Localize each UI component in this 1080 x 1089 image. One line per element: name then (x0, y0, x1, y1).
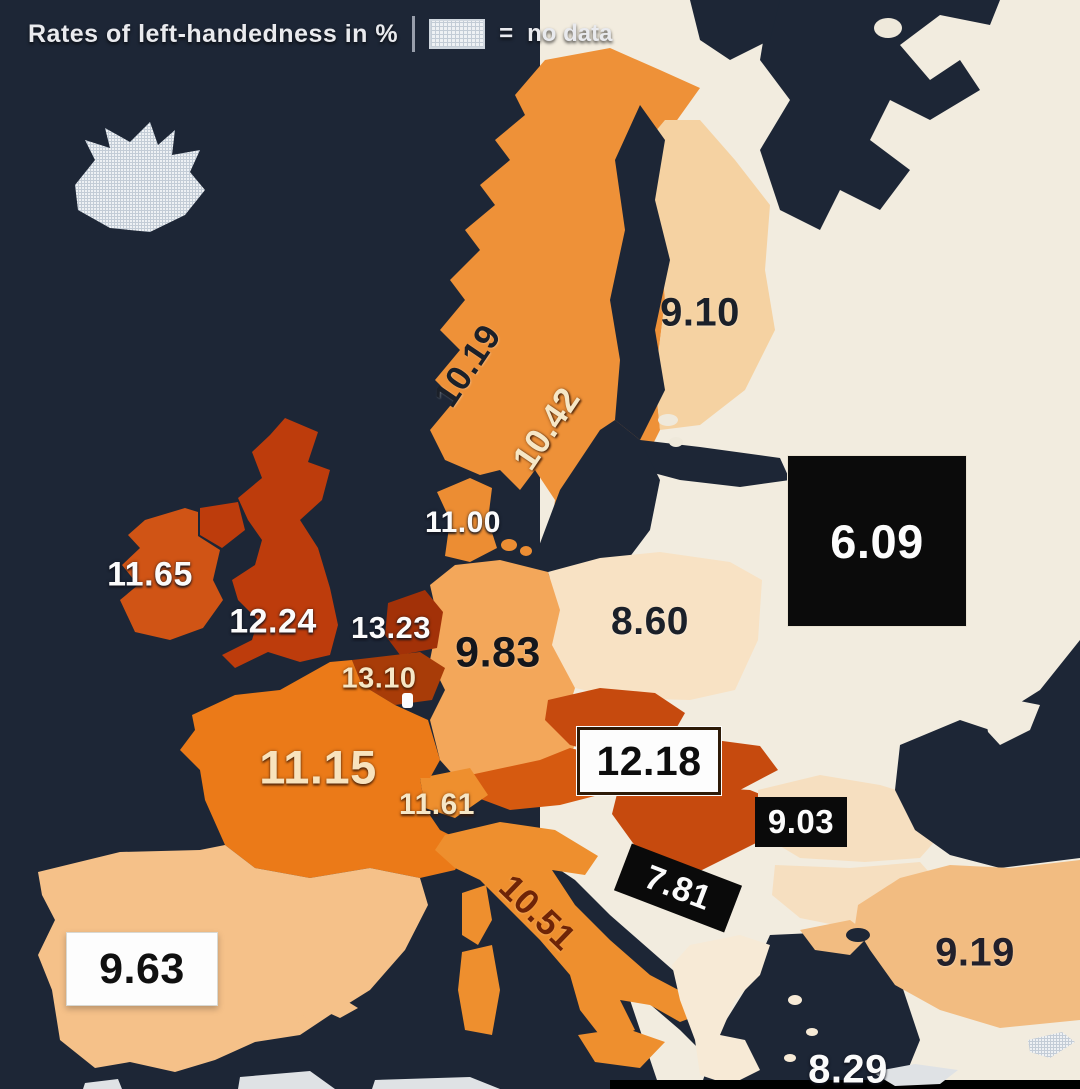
value-box-spain: 9.63 (66, 932, 218, 1006)
region-poland (548, 552, 762, 700)
denmark-island (501, 539, 517, 551)
region-italy (435, 822, 712, 1068)
balearic-island (296, 1015, 306, 1023)
no-data-label: no data (527, 20, 613, 47)
black-sea (895, 640, 1080, 868)
value-box-czechia-slovakia: 12.18 (577, 727, 721, 795)
value-label-netherlands: 13.23 (350, 610, 432, 645)
value-label-finland: 9.10 (660, 290, 740, 335)
value-box-russia: 6.09 (787, 455, 967, 627)
value-label-belgium: 13.10 (341, 662, 417, 695)
greek-island-3 (784, 1054, 796, 1062)
region-ireland (120, 508, 223, 640)
greek-island (788, 995, 802, 1005)
legend-separator (412, 16, 416, 52)
gulf-of-finland (635, 440, 790, 487)
value-label-greece: 8.29 (808, 1047, 888, 1089)
value-label-switzerland-austria: 11.61 (399, 788, 475, 821)
value-label-denmark: 11.00 (425, 506, 501, 539)
value-box-romania: 9.03 (755, 797, 847, 847)
arctic-sea-shape-2 (690, 0, 780, 60)
gulf-of-bothnia (610, 105, 670, 440)
value-label-united-kingdom: 12.24 (229, 602, 317, 641)
region-belgium (352, 652, 445, 705)
value-label-ireland: 11.65 (107, 555, 193, 594)
value-label-poland: 8.60 (611, 600, 689, 643)
region-united-kingdom (200, 418, 338, 668)
luxembourg-marker (402, 693, 413, 708)
denmark-island-2 (520, 546, 532, 556)
legend: Rates of left-handedness in % = no data (28, 16, 612, 52)
africa-coast (83, 1071, 500, 1089)
sea-of-marmara (846, 928, 870, 942)
region-finland (640, 120, 775, 430)
crimea-peninsula (985, 700, 1040, 745)
region-switzerland (420, 768, 488, 818)
greek-island-2 (806, 1028, 818, 1036)
region-netherlands (385, 590, 443, 655)
baltic-island-2 (669, 437, 683, 447)
region-france (180, 660, 470, 878)
arctic-island (874, 18, 902, 38)
value-label-france: 11.15 (259, 740, 377, 794)
region-spain (38, 845, 428, 1072)
baltic-sea (530, 420, 660, 585)
no-data-swatch-icon (429, 19, 486, 49)
region-cyprus-nodata (1028, 1032, 1075, 1058)
baltic-island (658, 414, 678, 426)
value-label-turkey: 9.19 (935, 930, 1015, 975)
value-label-germany: 9.83 (455, 628, 541, 677)
region-turkey (800, 860, 1080, 1028)
map-title: Rates of left-handedness in % (28, 19, 399, 48)
region-germany (430, 560, 575, 795)
region-greece (672, 935, 770, 1085)
arctic-sea-shape (760, 0, 1000, 230)
region-iceland-nodata (75, 122, 205, 232)
region-denmark (437, 478, 497, 562)
legend-equals: = (499, 20, 514, 47)
bottom-bar (610, 1080, 1080, 1089)
crete-island (872, 1064, 958, 1086)
